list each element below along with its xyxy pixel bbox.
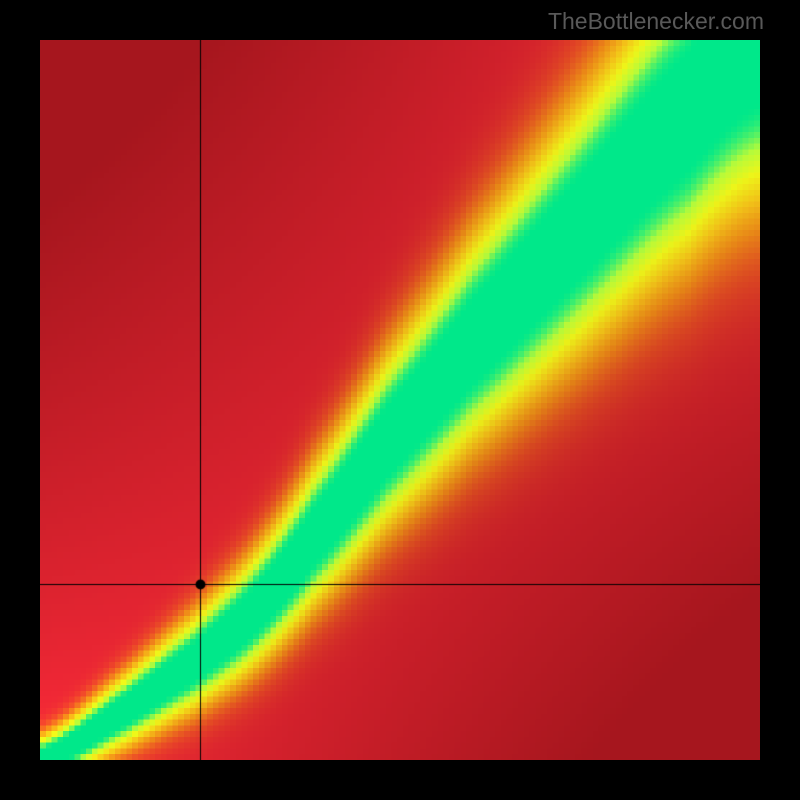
watermark-text: TheBottlenecker.com [548, 8, 764, 35]
chart-root: TheBottlenecker.com [0, 0, 800, 800]
bottleneck-heatmap [40, 40, 760, 760]
